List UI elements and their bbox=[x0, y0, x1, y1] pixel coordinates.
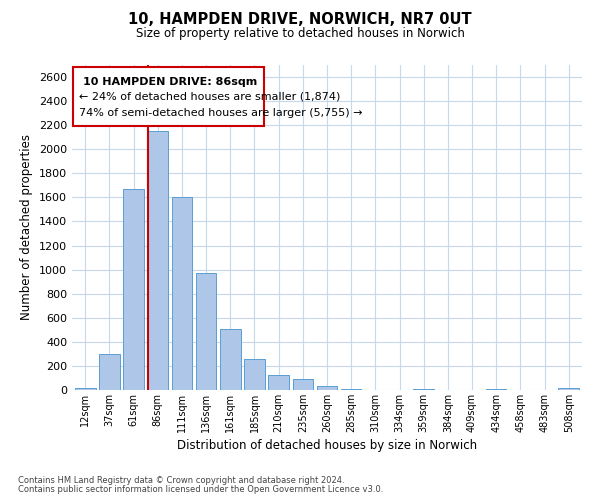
Bar bbox=[196, 272, 217, 390]
Bar bbox=[99, 354, 120, 390]
Bar bbox=[317, 386, 337, 390]
Bar bbox=[220, 328, 241, 390]
Text: 10 HAMPDEN DRIVE: 86sqm: 10 HAMPDEN DRIVE: 86sqm bbox=[83, 77, 257, 87]
Bar bbox=[244, 360, 265, 390]
FancyBboxPatch shape bbox=[73, 68, 264, 126]
Bar bbox=[293, 378, 313, 390]
Text: Size of property relative to detached houses in Norwich: Size of property relative to detached ho… bbox=[136, 28, 464, 40]
Bar bbox=[172, 198, 192, 390]
Text: Contains HM Land Registry data © Crown copyright and database right 2024.: Contains HM Land Registry data © Crown c… bbox=[18, 476, 344, 485]
Text: Contains public sector information licensed under the Open Government Licence v3: Contains public sector information licen… bbox=[18, 485, 383, 494]
Bar bbox=[559, 388, 579, 390]
Bar bbox=[268, 375, 289, 390]
Text: 10, HAMPDEN DRIVE, NORWICH, NR7 0UT: 10, HAMPDEN DRIVE, NORWICH, NR7 0UT bbox=[128, 12, 472, 28]
Bar bbox=[124, 189, 144, 390]
Bar bbox=[75, 388, 95, 390]
Bar bbox=[148, 131, 168, 390]
X-axis label: Distribution of detached houses by size in Norwich: Distribution of detached houses by size … bbox=[177, 439, 477, 452]
Text: ← 24% of detached houses are smaller (1,874): ← 24% of detached houses are smaller (1,… bbox=[79, 92, 341, 102]
Y-axis label: Number of detached properties: Number of detached properties bbox=[20, 134, 34, 320]
Text: 74% of semi-detached houses are larger (5,755) →: 74% of semi-detached houses are larger (… bbox=[79, 108, 363, 118]
